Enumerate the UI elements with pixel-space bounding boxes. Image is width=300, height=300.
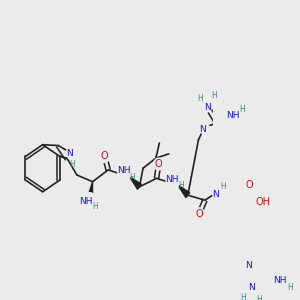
Text: NH: NH — [274, 277, 287, 286]
Text: H: H — [256, 295, 262, 300]
Circle shape — [245, 262, 255, 273]
Circle shape — [117, 167, 130, 183]
Text: OH: OH — [256, 197, 271, 207]
Circle shape — [166, 176, 178, 191]
Text: H: H — [239, 105, 245, 114]
Text: H: H — [220, 182, 226, 191]
Text: H: H — [130, 173, 135, 182]
Circle shape — [194, 208, 204, 220]
Text: NH: NH — [165, 175, 179, 184]
Text: N: N — [200, 125, 206, 134]
Circle shape — [247, 284, 257, 295]
Text: N: N — [212, 190, 219, 199]
Circle shape — [226, 108, 237, 121]
Polygon shape — [87, 182, 93, 201]
Text: H: H — [211, 92, 217, 100]
Text: H: H — [92, 202, 98, 211]
Circle shape — [254, 194, 267, 209]
Text: O: O — [155, 159, 163, 169]
Text: H: H — [287, 283, 293, 292]
Polygon shape — [130, 177, 141, 189]
Text: O: O — [246, 180, 253, 190]
Text: H: H — [70, 160, 76, 169]
Text: NH: NH — [80, 197, 93, 206]
Text: H: H — [178, 182, 184, 190]
Circle shape — [273, 276, 284, 290]
Text: N: N — [204, 103, 210, 112]
Polygon shape — [178, 185, 190, 198]
Text: NH: NH — [226, 111, 239, 120]
Text: N: N — [246, 261, 252, 270]
Text: H: H — [197, 94, 203, 103]
Text: N: N — [248, 283, 255, 292]
Circle shape — [212, 185, 224, 199]
Text: NH: NH — [117, 166, 130, 175]
Circle shape — [202, 100, 212, 112]
Circle shape — [83, 193, 96, 208]
Circle shape — [66, 147, 76, 159]
Circle shape — [100, 151, 110, 162]
Text: O: O — [195, 209, 203, 219]
Text: H: H — [240, 293, 246, 300]
Circle shape — [199, 122, 209, 134]
Text: O: O — [101, 152, 109, 161]
Circle shape — [154, 158, 164, 170]
Text: N: N — [66, 149, 72, 158]
Circle shape — [245, 179, 255, 191]
